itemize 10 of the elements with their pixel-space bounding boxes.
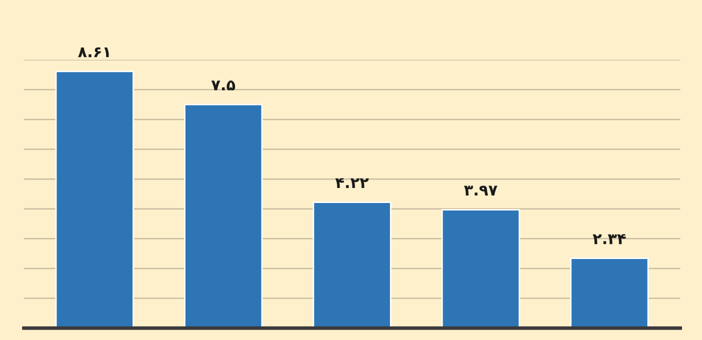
bar: [570, 258, 649, 328]
bar: [441, 209, 520, 328]
data-label: ۸.۶۱: [78, 47, 109, 58]
bar: [312, 202, 392, 328]
data-label: ۳.۹۷: [464, 186, 498, 196]
bar: [184, 104, 263, 328]
data-label: ۷.۵: [211, 80, 236, 90]
bar: [55, 70, 134, 328]
data-label: ۴.۲۲: [335, 178, 369, 188]
data-label: ۲.۳۴: [592, 234, 626, 244]
